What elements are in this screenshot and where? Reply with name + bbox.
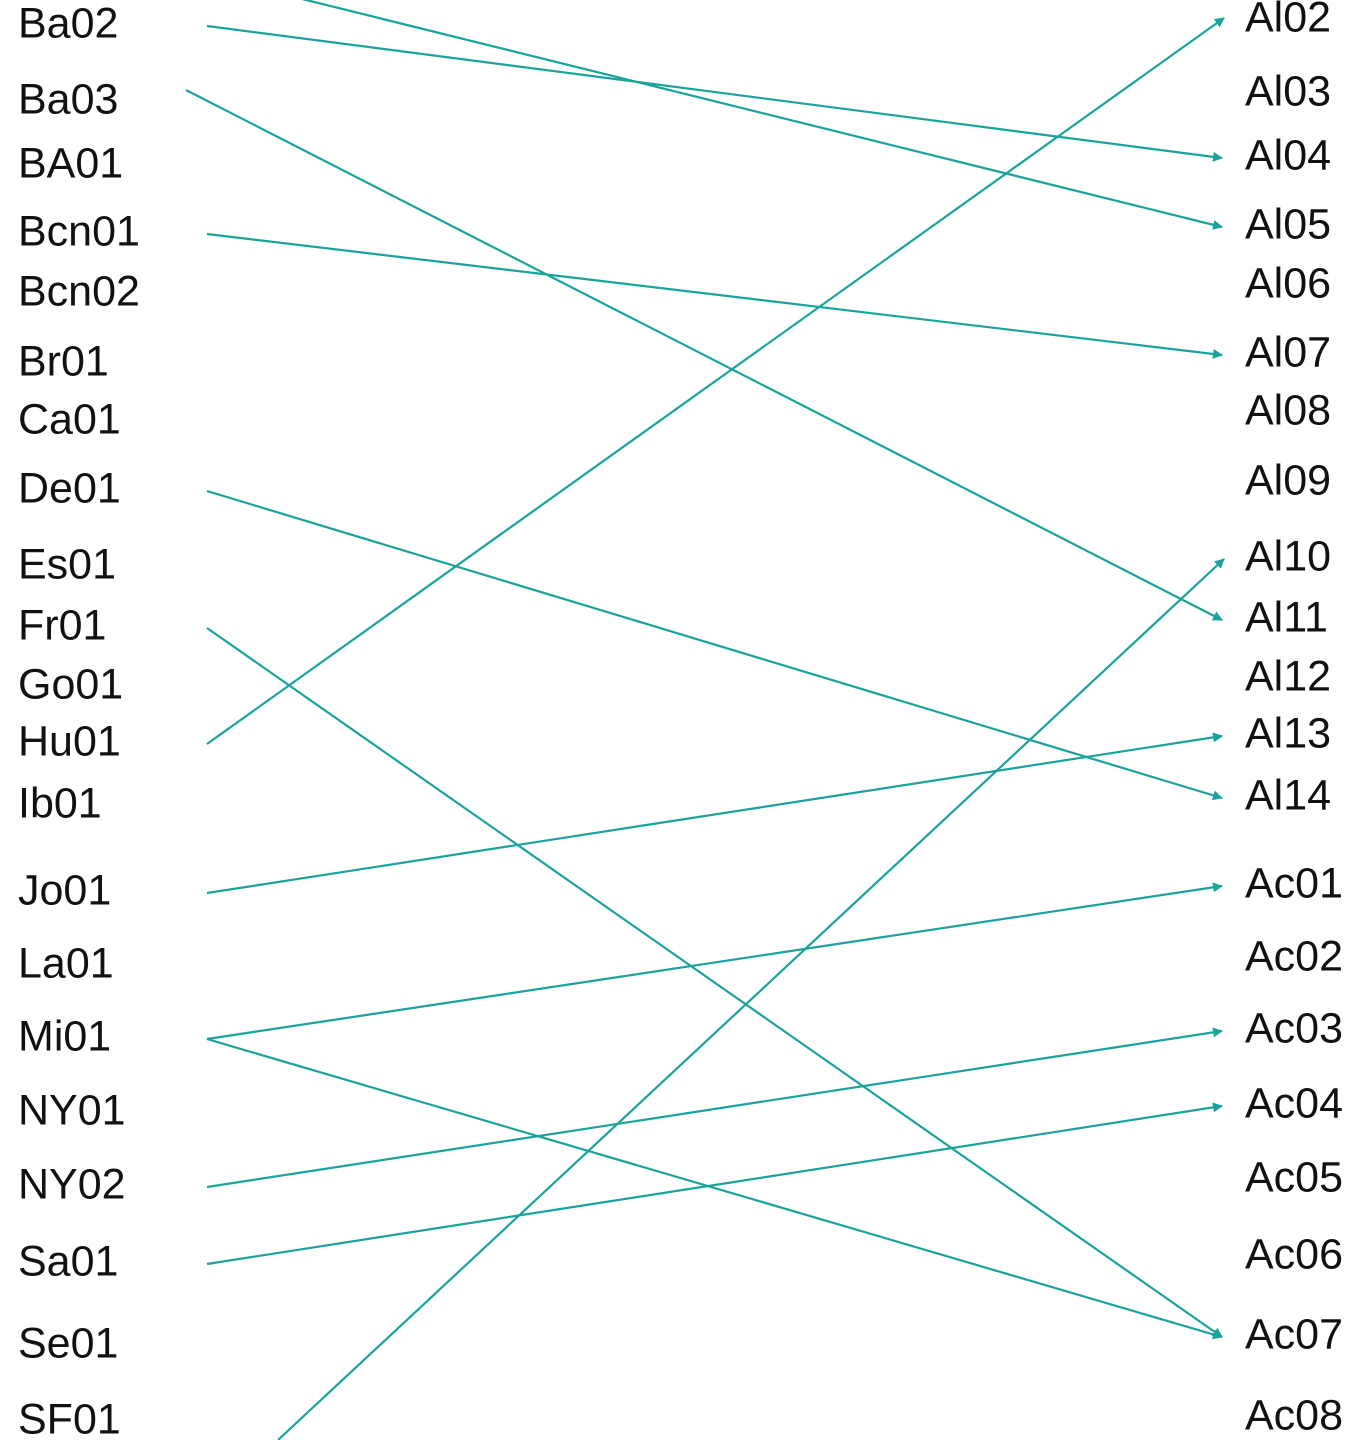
right-node-ac03: Ac03 xyxy=(1245,1004,1343,1052)
edge-fr01-to-ac07 xyxy=(206,627,1223,1338)
left-node-hu01: Hu01 xyxy=(18,717,121,765)
left-node-ba01: BA01 xyxy=(18,139,123,187)
left-node-ny02: NY02 xyxy=(18,1160,126,1208)
right-node-al04: Al04 xyxy=(1245,131,1331,179)
left-column: Ba02 Ba03 BA01 Bcn01 Bcn02 Br01 Ca01 De01 Es01 Fr… xyxy=(18,0,140,1440)
left-node-jo01: Jo01 xyxy=(18,866,111,914)
edge-ba03-to-al11 xyxy=(185,89,1223,621)
left-node-ba03: Ba03 xyxy=(18,75,118,123)
left-node-go01: Go01 xyxy=(18,660,123,708)
right-node-ac07: Ac07 xyxy=(1245,1310,1343,1358)
right-node-ac08: Ac08 xyxy=(1245,1391,1343,1439)
right-node-ac04: Ac04 xyxy=(1245,1079,1343,1127)
right-node-ac06: Ac06 xyxy=(1245,1230,1343,1278)
right-node-al10: Al10 xyxy=(1245,532,1331,580)
left-node-de01: De01 xyxy=(18,464,121,512)
edge-ba02-to-al04 xyxy=(206,24,1223,162)
edge-mi01-to-ac01 xyxy=(206,882,1223,1041)
left-node-sf01: SF01 xyxy=(18,1395,121,1440)
left-node-fr01: Fr01 xyxy=(18,601,106,649)
right-node-al06: Al06 xyxy=(1245,259,1331,307)
right-node-al12: Al12 xyxy=(1245,652,1331,700)
edge-jo01-to-al13 xyxy=(206,732,1223,895)
right-column: Al02 Al03 Al04 Al05 Al06 Al07 Al08 Al09 Al10 Al11… xyxy=(1245,0,1343,1439)
right-node-al13: Al13 xyxy=(1245,709,1331,757)
edge-hu01-to-al02 xyxy=(206,17,1225,745)
right-node-al14: Al14 xyxy=(1245,771,1331,819)
right-node-ac05: Ac05 xyxy=(1245,1153,1343,1201)
edges-layer xyxy=(185,0,1225,1440)
left-node-mi01: Mi01 xyxy=(18,1012,111,1060)
right-node-al08: Al08 xyxy=(1245,386,1331,434)
edge-offscreen-to-al05 xyxy=(301,0,1223,230)
edge-bcn01-to-al07 xyxy=(206,232,1223,359)
left-node-bcn02: Bcn02 xyxy=(18,267,140,315)
edge-ny02-to-ac03 xyxy=(206,1027,1223,1189)
left-node-se01: Se01 xyxy=(18,1319,118,1367)
left-node-ca01: Ca01 xyxy=(18,395,121,443)
right-node-al07: Al07 xyxy=(1245,328,1331,376)
left-node-es01: Es01 xyxy=(18,540,116,588)
left-node-ny01: NY01 xyxy=(18,1086,126,1134)
right-node-al02: Al02 xyxy=(1245,0,1331,41)
edge-sa01-to-ac04 xyxy=(206,1102,1223,1266)
right-node-al03: Al03 xyxy=(1245,67,1331,115)
left-node-la01: La01 xyxy=(18,939,114,987)
left-node-ib01: Ib01 xyxy=(18,779,102,827)
edge-de01-to-al14 xyxy=(206,489,1223,801)
right-node-al05: Al05 xyxy=(1245,200,1331,248)
left-node-br01: Br01 xyxy=(18,337,109,385)
right-node-al09: Al09 xyxy=(1245,456,1331,504)
left-node-bcn01: Bcn01 xyxy=(18,207,140,255)
right-node-ac01: Ac01 xyxy=(1245,859,1343,907)
right-node-al11: Al11 xyxy=(1245,593,1328,641)
right-node-ac02: Ac02 xyxy=(1245,932,1343,980)
edge-sf01-to-al10 xyxy=(277,558,1225,1440)
left-node-ba02: Ba02 xyxy=(18,0,118,47)
edge-mi01-to-ac07 xyxy=(206,1037,1223,1340)
left-node-sa01: Sa01 xyxy=(18,1237,118,1285)
